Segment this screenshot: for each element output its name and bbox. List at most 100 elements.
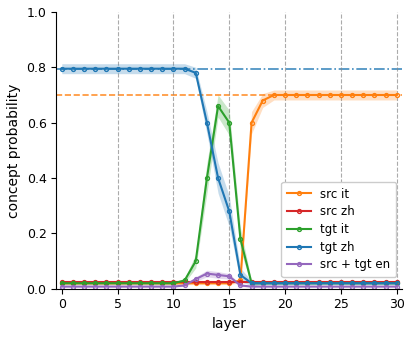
src it: [394, 93, 399, 97]
tgt it: [316, 281, 321, 285]
src it: [361, 93, 366, 97]
tgt it: [204, 176, 209, 180]
src it: [126, 281, 131, 285]
src zh: [283, 280, 288, 284]
tgt zh: [383, 281, 388, 285]
src + tgt en: [138, 285, 143, 289]
tgt zh: [260, 281, 265, 285]
src it: [272, 93, 276, 97]
src + tgt en: [260, 285, 265, 289]
tgt zh: [361, 281, 366, 285]
src zh: [327, 280, 332, 284]
tgt zh: [372, 281, 377, 285]
src + tgt en: [305, 285, 310, 289]
src zh: [260, 280, 265, 284]
tgt it: [349, 281, 354, 285]
src + tgt en: [171, 285, 176, 289]
src it: [249, 121, 254, 125]
Line: src it: src it: [60, 93, 399, 285]
src zh: [204, 280, 209, 284]
src + tgt en: [249, 285, 254, 289]
tgt zh: [394, 281, 399, 285]
Y-axis label: concept probability: concept probability: [7, 83, 21, 218]
src + tgt en: [59, 285, 64, 289]
tgt it: [171, 281, 176, 285]
src it: [227, 281, 232, 285]
src it: [338, 93, 343, 97]
src it: [305, 93, 310, 97]
tgt zh: [249, 281, 254, 285]
src + tgt en: [372, 285, 377, 289]
tgt it: [182, 279, 187, 283]
tgt zh: [70, 67, 75, 71]
src it: [182, 281, 187, 285]
src zh: [338, 280, 343, 284]
tgt zh: [104, 67, 109, 71]
tgt it: [372, 281, 377, 285]
tgt zh: [115, 67, 120, 71]
src zh: [272, 280, 276, 284]
tgt it: [193, 259, 198, 263]
src it: [104, 281, 109, 285]
tgt it: [327, 281, 332, 285]
src it: [171, 281, 176, 285]
tgt zh: [82, 67, 87, 71]
src it: [349, 93, 354, 97]
tgt it: [93, 281, 98, 285]
src zh: [372, 280, 377, 284]
src it: [215, 281, 220, 285]
src zh: [361, 280, 366, 284]
Legend: src it, src zh, tgt it, tgt zh, src + tgt en: src it, src zh, tgt it, tgt zh, src + tg…: [281, 182, 396, 277]
tgt it: [115, 281, 120, 285]
src + tgt en: [182, 284, 187, 288]
tgt it: [138, 281, 143, 285]
src it: [82, 281, 87, 285]
X-axis label: layer: layer: [212, 317, 247, 331]
src + tgt en: [149, 285, 154, 289]
tgt zh: [126, 67, 131, 71]
src zh: [349, 280, 354, 284]
src it: [283, 93, 288, 97]
src + tgt en: [193, 277, 198, 281]
tgt zh: [238, 273, 243, 277]
tgt zh: [338, 281, 343, 285]
src + tgt en: [115, 285, 120, 289]
tgt zh: [327, 281, 332, 285]
tgt zh: [182, 67, 187, 71]
Line: src zh: src zh: [60, 280, 399, 284]
src + tgt en: [316, 285, 321, 289]
Line: tgt it: tgt it: [60, 104, 399, 285]
src it: [115, 281, 120, 285]
tgt it: [227, 121, 232, 125]
tgt zh: [294, 281, 299, 285]
Line: tgt zh: tgt zh: [60, 67, 399, 285]
src zh: [115, 280, 120, 284]
tgt it: [361, 281, 366, 285]
src it: [383, 93, 388, 97]
src it: [372, 93, 377, 97]
tgt zh: [171, 67, 176, 71]
src zh: [160, 280, 165, 284]
src it: [93, 281, 98, 285]
src + tgt en: [394, 285, 399, 289]
src it: [149, 281, 154, 285]
tgt zh: [215, 176, 220, 180]
src it: [160, 281, 165, 285]
src + tgt en: [82, 285, 87, 289]
src zh: [249, 280, 254, 284]
src it: [238, 279, 243, 283]
tgt it: [249, 281, 254, 285]
src zh: [93, 280, 98, 284]
src zh: [70, 280, 75, 284]
tgt zh: [227, 209, 232, 213]
tgt zh: [59, 67, 64, 71]
src zh: [59, 280, 64, 284]
tgt zh: [272, 281, 276, 285]
src + tgt en: [361, 285, 366, 289]
src it: [294, 93, 299, 97]
src + tgt en: [238, 284, 243, 288]
tgt it: [383, 281, 388, 285]
src zh: [227, 280, 232, 284]
src zh: [238, 280, 243, 284]
tgt it: [149, 281, 154, 285]
